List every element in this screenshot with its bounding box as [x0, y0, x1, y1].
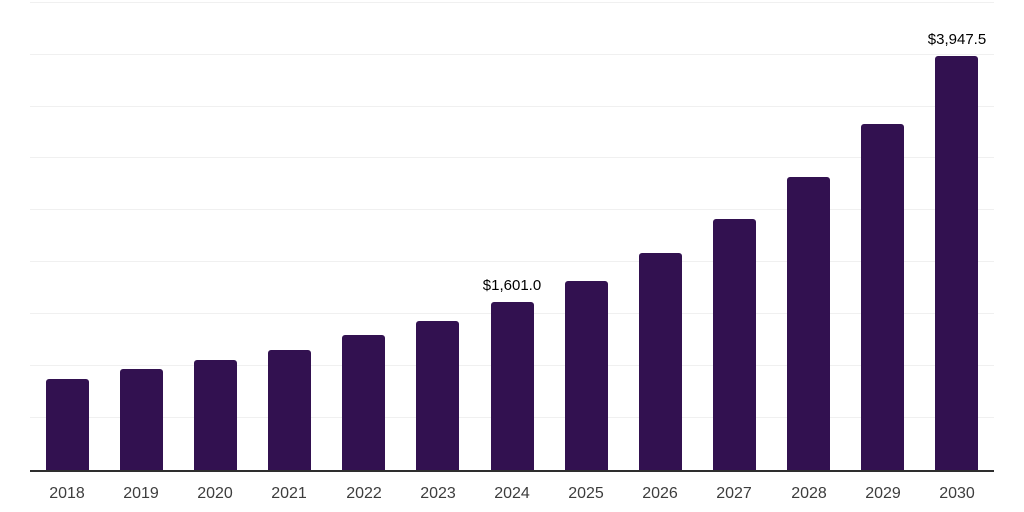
x-tick-label-2024: 2024: [494, 485, 530, 502]
x-axis-line: [30, 470, 994, 472]
gridline: [30, 2, 994, 3]
gridline: [30, 157, 994, 158]
bar-2027: [713, 219, 756, 470]
x-tick-label-2029: 2029: [865, 485, 901, 502]
x-tick-label-2023: 2023: [420, 485, 456, 502]
bar-2026: [639, 253, 682, 470]
x-tick-label-2019: 2019: [123, 485, 159, 502]
gridline: [30, 106, 994, 107]
bar-2030: [935, 56, 978, 470]
x-tick-label-2028: 2028: [791, 485, 827, 502]
bar-2022: [342, 335, 385, 470]
x-tick-label-2020: 2020: [197, 485, 233, 502]
x-tick-label-2027: 2027: [716, 485, 752, 502]
bar-2020: [194, 360, 237, 470]
gridline: [30, 54, 994, 55]
x-tick-label-2025: 2025: [568, 485, 604, 502]
x-tick-label-2018: 2018: [49, 485, 85, 502]
gridline: [30, 261, 994, 262]
bar-2028: [787, 177, 830, 470]
value-label-2024: $1,601.0: [482, 277, 542, 294]
x-tick-label-2021: 2021: [271, 485, 307, 502]
bar-2029: [861, 124, 904, 470]
gridline: [30, 209, 994, 210]
bar-2025: [565, 281, 608, 470]
bar-2023: [416, 321, 459, 470]
bar-2024: [491, 302, 534, 470]
x-tick-label-2022: 2022: [346, 485, 382, 502]
value-label-2030: $3,947.5: [927, 31, 987, 48]
x-tick-label-2026: 2026: [642, 485, 678, 502]
bar-2019: [120, 369, 163, 470]
bar-2018: [46, 379, 89, 470]
x-tick-label-2030: 2030: [939, 485, 975, 502]
bar-2021: [268, 350, 311, 470]
